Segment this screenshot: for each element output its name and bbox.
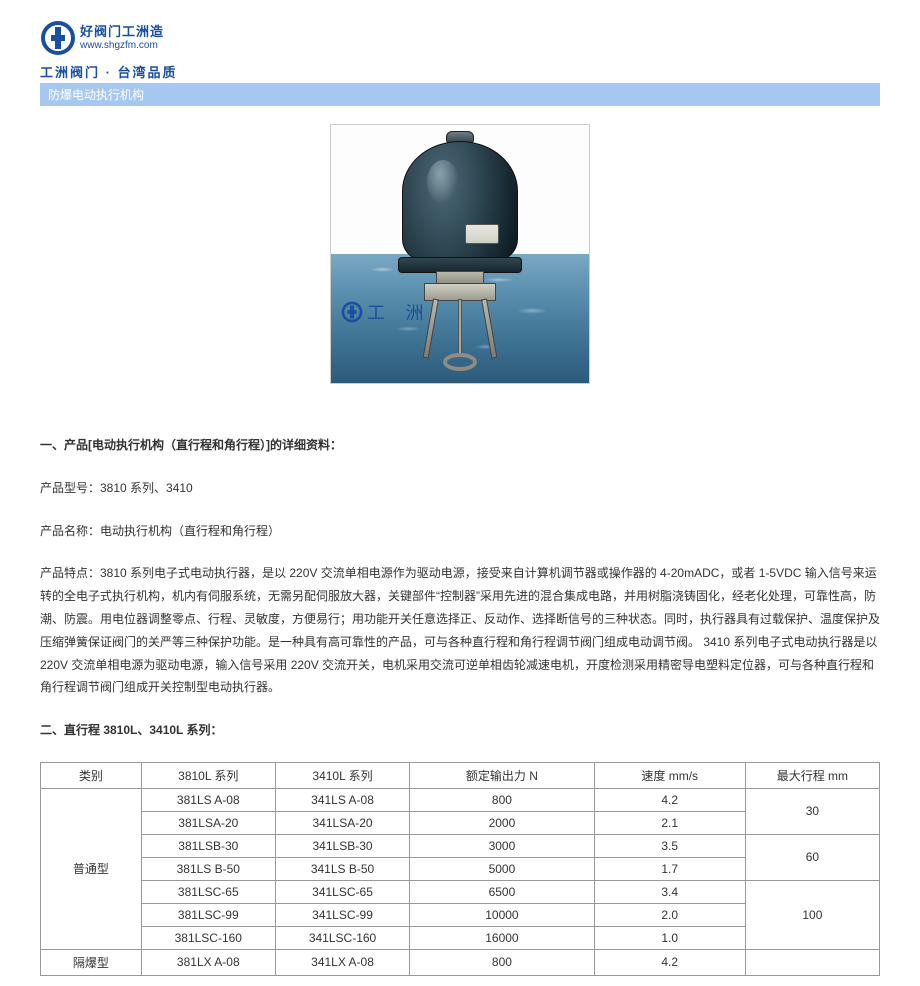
stroke-cell: 30 [745,788,879,834]
table-row: 普通型381LS A-08341LS A-088004.230 [41,788,880,811]
product-image: 工 洲 [330,124,590,384]
title-bar: 防爆电动执行机构 [40,83,880,106]
product-name: 产品名称：电动执行机构（直行程和角行程） [40,520,880,543]
logo-slogan: 好阀门工洲造 [80,25,164,39]
table-cell: 4.2 [594,788,745,811]
section2-heading: 二、直行程 3810L、3410L 系列： [40,719,880,742]
table-row: 隔爆型381LX A-08341LX A-088004.2 [41,949,880,975]
table-cell: 3.5 [594,834,745,857]
table-cell: 381LX A-08 [141,949,275,975]
table-cell: 1.7 [594,857,745,880]
logo-icon [40,20,76,56]
table-row: 381LSC-65341LSC-6565003.4100 [41,880,880,903]
category-cell: 隔爆型 [41,949,142,975]
logo-block: 好阀门工洲造 www.shgzfm.com [40,20,880,56]
table-cell: 16000 [410,926,595,949]
table-cell: 2.1 [594,811,745,834]
table-header: 3410L 系列 [275,762,409,788]
table-cell: 3000 [410,834,595,857]
category-cell: 普通型 [41,788,142,949]
table-cell: 341LSB-30 [275,834,409,857]
logo-url: www.shgzfm.com [80,40,164,51]
table-header: 最大行程 mm [745,762,879,788]
table-cell: 2000 [410,811,595,834]
table-cell: 341LX A-08 [275,949,409,975]
table-cell: 381LSC-99 [141,903,275,926]
stroke-cell [745,949,879,975]
table-header: 额定输出力 N [410,762,595,788]
table-cell: 341LS B-50 [275,857,409,880]
brand-bar: 工洲阀门 · 台湾品质 [40,62,880,81]
table-header: 类别 [41,762,142,788]
table-cell: 381LS A-08 [141,788,275,811]
table-cell: 2.0 [594,903,745,926]
table-cell: 341LSC-65 [275,880,409,903]
spec-table: 类别3810L 系列3410L 系列额定输出力 N速度 mm/s最大行程 mm … [40,762,880,976]
product-description: 产品特点：3810 系列电子式电动执行器，是以 220V 交流单相电源作为驱动电… [40,562,880,699]
table-cell: 341LS A-08 [275,788,409,811]
table-row: 381LSB-30341LSB-3030003.560 [41,834,880,857]
table-cell: 341LSA-20 [275,811,409,834]
table-cell: 800 [410,788,595,811]
table-cell: 381LSC-160 [141,926,275,949]
table-cell: 10000 [410,903,595,926]
stroke-cell: 100 [745,880,879,949]
section1-heading: 一、产品[电动执行机构（直行程和角行程）]的详细资料： [40,434,880,457]
product-model: 产品型号：3810 系列、3410 [40,477,880,500]
table-cell: 341LSC-99 [275,903,409,926]
table-cell: 381LSB-30 [141,834,275,857]
watermark: 工 洲 [341,299,432,325]
actuator-illustration [395,131,525,379]
table-cell: 3.4 [594,880,745,903]
table-header: 3810L 系列 [141,762,275,788]
stroke-cell: 60 [745,834,879,880]
table-cell: 6500 [410,880,595,903]
table-cell: 381LS B-50 [141,857,275,880]
table-cell: 800 [410,949,595,975]
table-cell: 341LSC-160 [275,926,409,949]
table-cell: 4.2 [594,949,745,975]
table-header: 速度 mm/s [594,762,745,788]
table-cell: 381LSA-20 [141,811,275,834]
table-cell: 1.0 [594,926,745,949]
table-cell: 5000 [410,857,595,880]
table-cell: 381LSC-65 [141,880,275,903]
